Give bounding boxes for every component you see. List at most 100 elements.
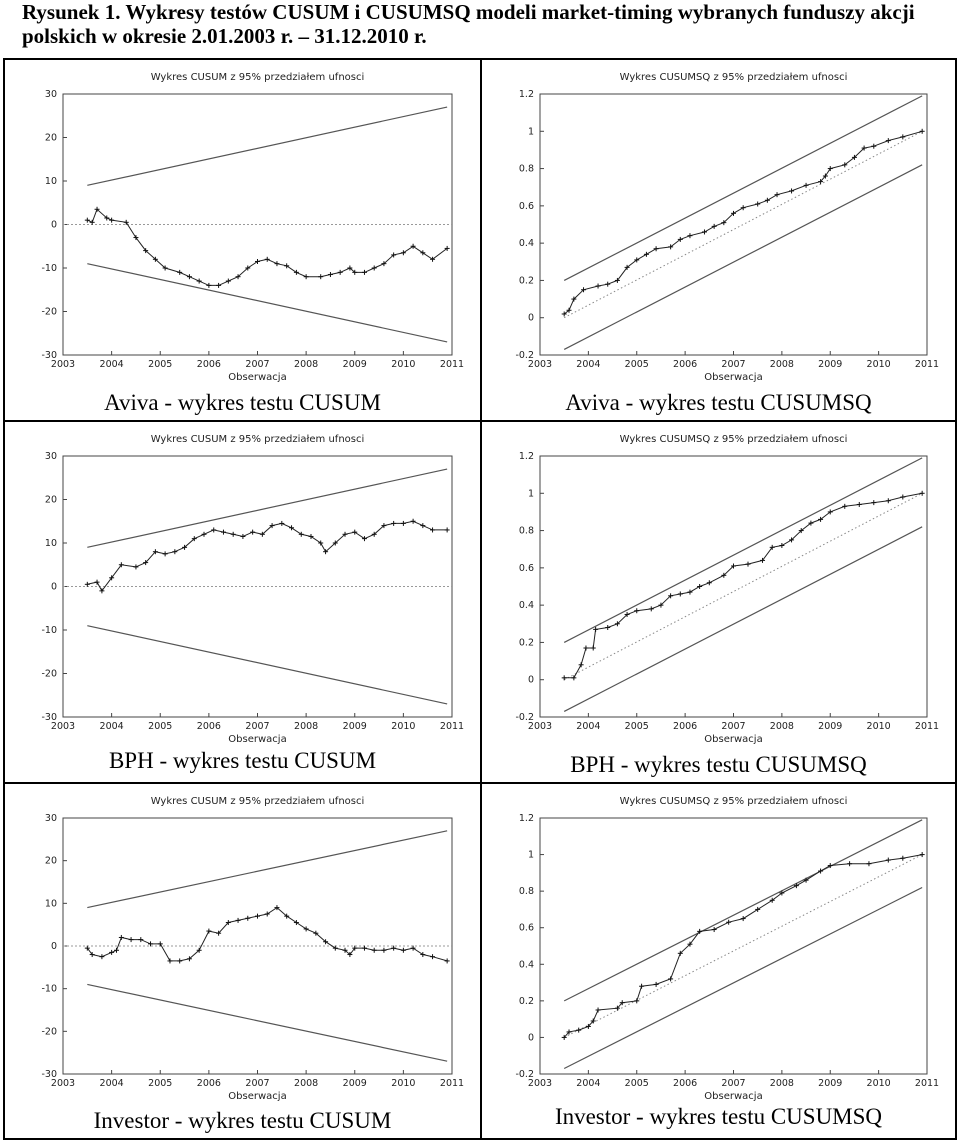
data-point [157, 941, 163, 947]
data-point [420, 523, 426, 529]
y-tick-label: 0.6 [519, 563, 534, 574]
x-tick-label: 2005 [625, 359, 649, 370]
data-point [259, 531, 265, 537]
data-point [885, 138, 891, 144]
x-tick-label: 2011 [440, 1078, 464, 1089]
data-point [687, 941, 693, 947]
data-point [113, 947, 119, 953]
data-point [624, 611, 630, 617]
data-point [624, 264, 630, 270]
data-point [172, 549, 178, 555]
x-tick-label: 2006 [197, 1078, 221, 1089]
x-tick-label: 2004 [100, 1078, 124, 1089]
reference-diagonal [563, 492, 923, 681]
x-tick-label: 2003 [51, 1078, 75, 1089]
reference-diagonal [563, 130, 923, 319]
data-point [381, 261, 387, 267]
x-axis-label: Obserwacja [704, 1091, 762, 1102]
data-point [619, 1000, 625, 1006]
x-tick-label: 2004 [576, 721, 600, 732]
data-point [576, 1027, 582, 1033]
confidence-bound-lower [87, 983, 448, 1062]
data-point [410, 518, 416, 524]
plot-frame [539, 455, 928, 718]
data-point [400, 520, 406, 526]
data-point [225, 920, 231, 926]
data-point [851, 154, 857, 160]
y-tick-label: -30 [41, 1069, 57, 1080]
data-point [84, 945, 90, 951]
y-tick-label: 1.2 [519, 89, 534, 100]
y-tick-label: 0.8 [519, 164, 534, 175]
data-point [774, 192, 780, 198]
data-point [420, 952, 426, 958]
chart-bph-cusumsq: Wykres CUSUMSQ z 95% przedziałem ufnosci… [515, 434, 939, 745]
data-point [84, 581, 90, 587]
chart-aviva-cusumsq: Wykres CUSUMSQ z 95% przedziałem ufnosci… [515, 72, 939, 383]
confidence-bound-upper [563, 457, 923, 643]
plot-frame [62, 455, 453, 718]
y-tick-label: 20 [45, 133, 57, 144]
data-point [653, 981, 659, 987]
data-point [211, 527, 217, 533]
y-tick-label: -10 [41, 263, 57, 274]
data-point [755, 201, 761, 207]
data-point [561, 675, 567, 681]
data-point [400, 250, 406, 256]
data-point [871, 500, 877, 506]
data-point [827, 863, 833, 869]
data-point [643, 251, 649, 257]
chart-investor-cusum: Wykres CUSUM z 95% przedziałem ufnosci -3… [41, 796, 464, 1102]
y-tick-label: 20 [45, 495, 57, 506]
panel-aviva-cusumsq: Wykres CUSUMSQ z 95% przedziałem ufnosci… [482, 60, 955, 422]
data-point [303, 274, 309, 280]
confidence-bound-lower [87, 263, 448, 343]
plot-title: Wykres CUSUM z 95% przedziałem ufnosci [151, 796, 365, 807]
data-point [818, 516, 824, 522]
data-point [361, 269, 367, 275]
data-point [430, 256, 436, 262]
data-point [827, 166, 833, 172]
data-point [731, 563, 736, 569]
data-point [919, 852, 925, 858]
x-tick-label: 2004 [576, 359, 600, 370]
data-point [352, 945, 358, 951]
x-tick-label: 2007 [245, 1078, 269, 1089]
data-point [128, 937, 134, 943]
data-point [167, 958, 173, 964]
data-point [583, 645, 589, 651]
chart-aviva-cusum: Wykres CUSUM z 95% przedziałem ufnosci -3… [41, 72, 464, 383]
data-point [634, 257, 640, 263]
data-point [216, 282, 222, 288]
data-point [371, 265, 377, 271]
y-tick-label: 0 [528, 313, 534, 324]
data-point [250, 529, 256, 535]
y-tick-label: 0.2 [519, 275, 534, 286]
data-point [152, 549, 158, 555]
data-point [798, 528, 804, 534]
data-point [162, 265, 168, 271]
data-point [793, 883, 799, 889]
data-point [118, 562, 124, 568]
data-point [342, 947, 348, 953]
data-point [648, 606, 654, 612]
series-line [87, 208, 448, 286]
y-tick-label: 1.2 [519, 451, 534, 462]
data-point [206, 282, 212, 288]
y-tick-label: 0 [51, 941, 57, 952]
x-tick-label: 2007 [245, 721, 269, 732]
x-tick-label: 2008 [770, 721, 794, 732]
plot-title: Wykres CUSUMSQ z 95% przedziałem ufnosci [620, 72, 848, 83]
data-point [279, 520, 285, 526]
data-point [298, 531, 304, 537]
data-point [605, 281, 611, 287]
data-point [109, 949, 115, 955]
x-tick-label: 2010 [867, 1078, 891, 1089]
data-point [138, 937, 144, 943]
data-point [764, 197, 770, 203]
data-point [444, 958, 450, 964]
data-point [578, 662, 584, 668]
y-tick-label: -20 [41, 307, 57, 318]
data-point [371, 947, 377, 953]
series-line [563, 130, 923, 315]
